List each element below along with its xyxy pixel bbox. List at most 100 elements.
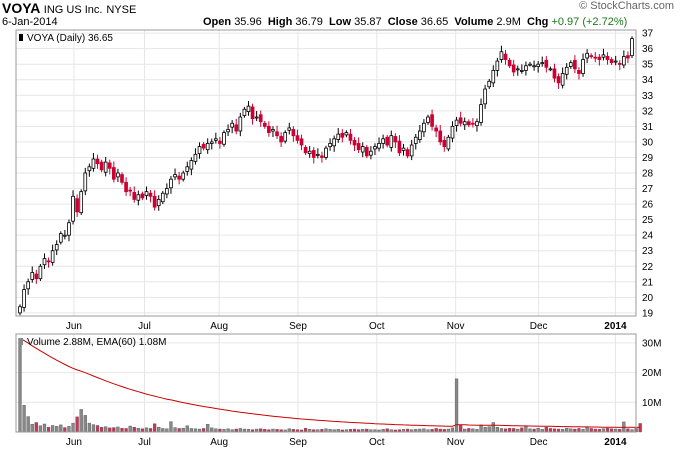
candle-body [75,198,79,213]
candle-body [189,160,194,170]
candle-body [434,127,438,132]
volume-bar [303,427,308,433]
candle-body [385,136,390,146]
price-tick-label: 29 [642,153,654,164]
candle-body [267,125,271,133]
candle-body [26,281,30,290]
candle-body [18,306,22,314]
candle-body [617,63,622,65]
price-tick-label: 28 [642,169,654,180]
volume-panel-frame [15,333,637,433]
candle-body [630,38,634,57]
candle-body [103,161,108,173]
candle-body [577,70,581,74]
candle-body [128,189,132,192]
volume-bar [99,427,104,433]
price-tick-label: 24 [642,231,654,242]
candle-body [589,55,594,58]
volume-bar [38,425,43,433]
ticker-symbol: VOYA [2,0,40,16]
candle-body [568,62,573,67]
volume-date-label: Jun [66,437,82,448]
candle-body [242,108,247,116]
volume-bar [116,426,120,433]
volume-axis: 10M 20M 30M [642,338,661,408]
volume-bar [459,424,463,433]
candle-body [197,146,202,154]
candle-body [458,117,463,124]
volume-bar [495,427,499,433]
volume-date-label: Sep [289,437,307,448]
date-axis: Jun Jun Jul Jul Aug Aug Sep Sep Oct Oct Nov Nov Dec D… [66,321,627,448]
price-panel-frame [15,29,637,317]
candle-body [136,194,141,201]
candle-body [58,233,63,243]
candle-body [83,172,88,192]
volume-ema-line [19,338,641,428]
candle-body [71,195,75,222]
company-name: ING US Inc. [43,4,103,16]
candle-body [348,133,353,141]
candle-body [38,265,43,280]
candle-body [209,141,214,144]
candle-body [279,136,283,143]
candle-body [54,244,59,251]
volume-bar [51,425,55,433]
candle-body [148,192,153,197]
volume-bar [524,425,528,433]
price-date-label: Dec [530,321,548,332]
volume-bar [30,424,34,433]
candle-body [536,63,540,67]
candle-body [124,181,128,193]
volume-bar [173,427,177,433]
chg-label: Chg [527,16,549,28]
price-legend-icon [19,34,23,41]
candle-body [544,59,549,68]
candle-body [50,250,55,263]
candle-body [373,146,377,150]
candle-body [30,272,35,280]
candle-body [364,146,369,157]
candle-body [495,60,500,71]
candle-body [552,68,557,79]
candle-body [99,161,104,171]
price-date-label: Nov [447,321,465,332]
candle-body [22,289,26,308]
close-label: Close [387,16,418,28]
candle-body [442,139,447,147]
candle-body [275,131,279,137]
price-date-label: 2014 [604,321,627,332]
volume-bar [112,427,116,433]
candle-body [218,140,222,144]
price-tick-label: 25 [642,215,654,226]
volume-bar [148,428,153,433]
volume-date-label: 2014 [604,437,627,448]
candle-body [389,135,394,148]
candle-body [254,116,259,119]
price-tick-label: 23 [642,246,654,257]
candle-body [177,175,181,180]
price-tick-label: 21 [642,277,654,288]
candle-body [605,56,610,60]
candle-body [291,129,296,137]
price-tick-label: 19 [642,308,654,319]
volume-bar [87,422,91,433]
candle-body [336,133,341,140]
volume-bar [507,427,512,433]
candle-body [479,104,483,123]
candle-body [511,64,516,73]
volume-bar [46,427,51,433]
price-tick-label: 32 [642,106,654,117]
volume-bar [34,422,38,433]
high-value: 36.79 [295,16,323,28]
candle-body [438,130,443,143]
volume-bar [153,423,157,433]
volume-bar [136,427,140,433]
candle-body [483,88,487,105]
candle-body [169,178,173,189]
candle-body [63,234,67,237]
candle-body [507,59,512,67]
volume-bar [169,421,173,433]
stockcharts-brand[interactable]: © StockCharts.com [579,0,674,12]
candle-body [540,62,545,65]
